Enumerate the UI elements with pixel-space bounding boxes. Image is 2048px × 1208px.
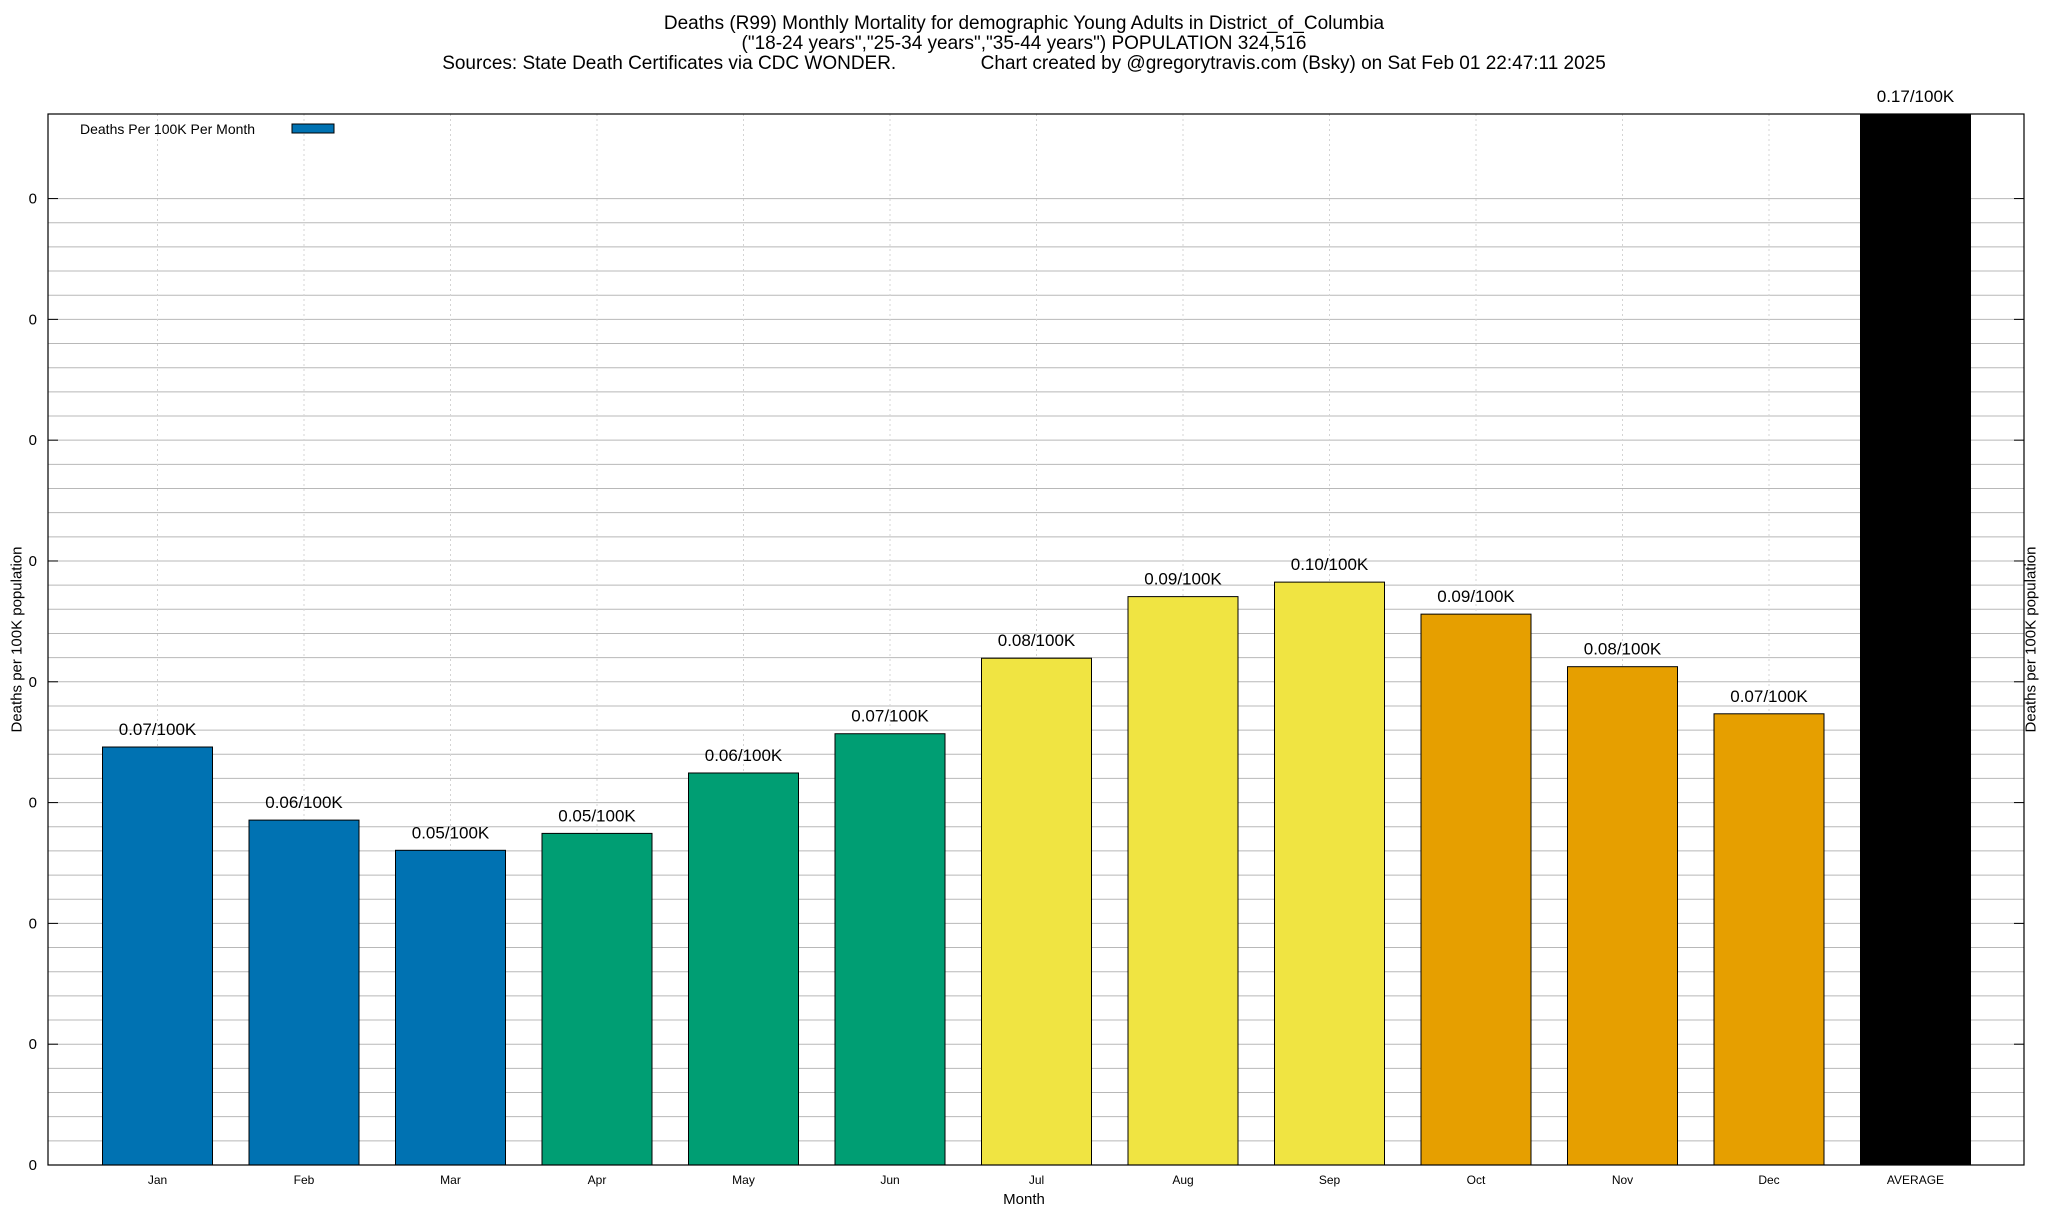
- y-tick-label: 0: [29, 795, 37, 812]
- bar-jan: [102, 746, 213, 1166]
- x-tick-label: AVERAGE: [1887, 1173, 1944, 1187]
- data-label-mar: 0.05/100K: [412, 823, 490, 842]
- bar-jun: [834, 733, 946, 1166]
- data-label-sep: 0.10/100K: [1291, 555, 1369, 574]
- y-tick-label: 0: [29, 1157, 37, 1174]
- bar-aug: [1127, 596, 1239, 1166]
- y-tick-label: 0: [29, 1036, 37, 1053]
- bar-mar: [395, 849, 506, 1166]
- data-label-may: 0.06/100K: [705, 746, 783, 765]
- x-tick-label: Mar: [440, 1173, 461, 1187]
- x-tick-label: May: [732, 1173, 755, 1187]
- x-tick-label: Jan: [148, 1173, 167, 1187]
- axis-ticks: 0 0 0 0 0 0 0 0 0 Jan Feb Mar Apr May Jun Jul Aug Sep Oct N…: [29, 191, 2024, 1187]
- data-label-jun: 0.07/100K: [851, 707, 929, 726]
- x-tick-label: Jun: [880, 1173, 899, 1187]
- chart-subtitle: ("18-24 years","25-34 years","35-44 year…: [741, 33, 1307, 54]
- y-tick-label: 0: [29, 915, 37, 932]
- legend-label: Deaths Per 100K Per Month: [80, 121, 255, 137]
- data-label-jul: 0.08/100K: [998, 631, 1076, 650]
- bar-dec: [1713, 713, 1825, 1166]
- chart-source-line: Sources: State Death Certificates via CD…: [442, 53, 1606, 74]
- legend: Deaths Per 100K Per Month: [80, 121, 335, 137]
- x-tick-label: Aug: [1172, 1173, 1193, 1187]
- bar-oct: [1420, 613, 1532, 1166]
- x-tick-label: Feb: [294, 1173, 315, 1187]
- bar-sep: [1274, 581, 1385, 1166]
- y-axis-label-left: Deaths per 100K population: [8, 546, 26, 733]
- data-label-apr: 0.05/100K: [558, 806, 636, 825]
- bar-average: [1860, 113, 1971, 1166]
- y-tick-label: 0: [29, 432, 37, 449]
- y-tick-label: 0: [29, 674, 37, 691]
- data-label-nov: 0.08/100K: [1584, 640, 1662, 659]
- bar-jul: [981, 657, 1092, 1166]
- x-tick-label: Apr: [588, 1173, 607, 1187]
- bar-feb: [248, 819, 360, 1166]
- legend-swatch: [291, 123, 335, 134]
- y-axis-label-right: Deaths per 100K population: [2022, 546, 2040, 733]
- x-tick-label: Jul: [1029, 1173, 1044, 1187]
- plot-frame: [47, 113, 2025, 1166]
- data-label-aug: 0.09/100K: [1144, 570, 1222, 589]
- y-tick-label: 0: [29, 311, 37, 328]
- bar-apr: [541, 832, 653, 1166]
- data-label-jan: 0.07/100K: [119, 720, 197, 739]
- chart-title-block: Deaths (R99) Monthly Mortality for demog…: [0, 14, 2048, 74]
- bars: [102, 113, 1971, 1166]
- x-tick-label: Dec: [1758, 1173, 1779, 1187]
- x-tick-label: Oct: [1467, 1173, 1486, 1187]
- bar-nov: [1567, 666, 1678, 1166]
- y-tick-label: 0: [29, 191, 37, 208]
- data-labels: 0.07/100K 0.06/100K 0.05/100K 0.05/100K 0.06…: [119, 87, 1955, 842]
- x-tick-label: Nov: [1612, 1173, 1633, 1187]
- data-label-oct: 0.09/100K: [1437, 587, 1515, 606]
- chart-title: Deaths (R99) Monthly Mortality for demog…: [663, 13, 1385, 34]
- data-label-feb: 0.06/100K: [265, 793, 343, 812]
- x-tick-label: Sep: [1319, 1173, 1341, 1187]
- data-label-average: 0.17/100K: [1877, 87, 1955, 106]
- data-label-dec: 0.07/100K: [1730, 687, 1808, 706]
- y-tick-label: 0: [29, 553, 37, 570]
- bar-may: [688, 772, 799, 1166]
